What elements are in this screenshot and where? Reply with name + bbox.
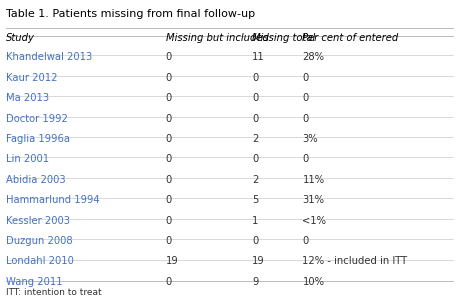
Text: 0: 0 (302, 236, 309, 246)
Text: 31%: 31% (302, 195, 325, 205)
Text: Missing total: Missing total (252, 33, 315, 43)
Text: 11: 11 (252, 52, 265, 62)
Text: <1%: <1% (302, 216, 326, 226)
Text: 0: 0 (166, 134, 172, 144)
Text: 0: 0 (166, 216, 172, 226)
Text: 0: 0 (166, 155, 172, 165)
Text: Hammarlund 1994: Hammarlund 1994 (6, 195, 100, 205)
Text: 0: 0 (302, 155, 309, 165)
Text: 0: 0 (252, 236, 258, 246)
Text: 0: 0 (252, 155, 258, 165)
Text: Kaur 2012: Kaur 2012 (6, 73, 57, 83)
Text: 0: 0 (302, 93, 309, 103)
Text: Missing but included: Missing but included (166, 33, 269, 43)
Text: 0: 0 (166, 114, 172, 124)
Text: Ma 2013: Ma 2013 (6, 93, 49, 103)
Text: 0: 0 (166, 195, 172, 205)
Text: 12% - included in ITT: 12% - included in ITT (302, 256, 408, 266)
Text: 11%: 11% (302, 175, 325, 185)
Text: 0: 0 (166, 73, 172, 83)
Text: 19: 19 (252, 256, 265, 266)
Text: 1: 1 (252, 216, 259, 226)
Text: 0: 0 (302, 114, 309, 124)
Text: 9: 9 (252, 277, 259, 287)
Text: 5: 5 (252, 195, 259, 205)
Text: 2: 2 (252, 175, 259, 185)
Text: 0: 0 (302, 73, 309, 83)
Text: 0: 0 (166, 175, 172, 185)
Text: 10%: 10% (302, 277, 325, 287)
Text: 0: 0 (252, 73, 258, 83)
Text: 3%: 3% (302, 134, 318, 144)
Text: ITT: intention to treat: ITT: intention to treat (6, 288, 101, 298)
Text: 19: 19 (166, 256, 179, 266)
Text: Per cent of entered: Per cent of entered (302, 33, 399, 43)
Text: Faglia 1996a: Faglia 1996a (6, 134, 70, 144)
Text: 0: 0 (166, 277, 172, 287)
Text: Lin 2001: Lin 2001 (6, 155, 49, 165)
Text: 0: 0 (166, 236, 172, 246)
Text: Kessler 2003: Kessler 2003 (6, 216, 70, 226)
Text: Abidia 2003: Abidia 2003 (6, 175, 66, 185)
Text: Table 1. Patients missing from ﬁnal follow-up: Table 1. Patients missing from ﬁnal foll… (6, 9, 255, 19)
Text: 0: 0 (252, 93, 258, 103)
Text: 2: 2 (252, 134, 259, 144)
Text: Khandelwal 2013: Khandelwal 2013 (6, 52, 92, 62)
Text: 28%: 28% (302, 52, 325, 62)
Text: Duzgun 2008: Duzgun 2008 (6, 236, 73, 246)
Text: 0: 0 (166, 52, 172, 62)
Text: 0: 0 (166, 93, 172, 103)
Text: Doctor 1992: Doctor 1992 (6, 114, 68, 124)
Text: 0: 0 (252, 114, 258, 124)
Text: Study: Study (6, 33, 35, 43)
Text: Wang 2011: Wang 2011 (6, 277, 62, 287)
Text: Londahl 2010: Londahl 2010 (6, 256, 74, 266)
